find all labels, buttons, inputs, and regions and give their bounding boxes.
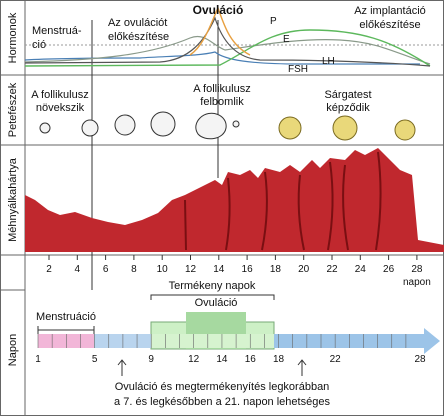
luteum	[332, 115, 358, 141]
bracket	[37, 326, 95, 334]
timeline-day: 5	[92, 354, 98, 365]
bar	[94, 334, 151, 348]
day-label: 20	[298, 264, 310, 275]
phase-label: előkészítése	[108, 31, 169, 43]
follicle	[39, 122, 51, 134]
pointer	[117, 359, 307, 376]
day-label: 10	[157, 264, 169, 275]
luteum	[278, 116, 302, 140]
artery	[297, 174, 305, 251]
side-label: Napon	[7, 334, 19, 366]
ovary-label: Sárgatest	[324, 89, 371, 101]
note: a 7. és legkésőbben a 21. napon lehetség…	[114, 396, 330, 408]
spiral-arteries	[184, 151, 382, 251]
timeline-day: 22	[330, 354, 342, 365]
timeline-label: Menstruáció	[36, 311, 96, 323]
day-label: 18	[270, 264, 282, 275]
day-label: 26	[383, 264, 395, 275]
follicle	[114, 114, 136, 136]
hormone-label: P	[270, 16, 277, 27]
timeline-day: 16	[245, 354, 257, 365]
artery	[184, 199, 187, 251]
ruptured-follicle	[195, 112, 227, 140]
hormone-label: E	[283, 34, 290, 45]
day-label: 14	[213, 264, 225, 275]
follicle	[81, 119, 99, 137]
side-label: Hormonok	[7, 12, 19, 63]
p-curve	[24, 29, 431, 67]
artery	[261, 171, 268, 251]
phase-label: Menstruá-	[32, 25, 82, 37]
ovary-label: felbomlik	[200, 96, 244, 108]
ovary-label: A follikulusz	[193, 83, 250, 95]
hormone-label: FSH	[288, 64, 308, 75]
artery	[225, 177, 231, 251]
timeline-day: 1	[35, 354, 41, 365]
phase-label: előkészítése	[359, 19, 420, 31]
day-label: 24	[355, 264, 367, 275]
ovary-label: A follikulusz	[31, 89, 88, 101]
phase-label: Ovuláció	[193, 3, 244, 17]
artery	[327, 161, 334, 251]
day-label: 22	[326, 264, 338, 275]
bar	[151, 334, 274, 348]
bracket	[150, 294, 275, 300]
luteum	[394, 119, 416, 141]
side-label: Méhnyálkahártya	[7, 157, 19, 242]
timeline: Termékeny napok Menstruáció Ovuláció Ovu…	[35, 280, 440, 408]
timeline-day: 18	[273, 354, 285, 365]
timeline-label: Termékeny napok	[169, 280, 256, 292]
corpus-luteum	[278, 115, 416, 141]
ovum	[232, 120, 240, 128]
artery	[342, 164, 349, 251]
lh-curve	[24, 16, 431, 67]
day-unit: napon	[403, 277, 431, 288]
side-label: Petefészek	[7, 82, 19, 137]
timeline-day: 14	[216, 354, 228, 365]
ovary-label: növekszik	[36, 102, 85, 114]
day-label: 16	[242, 264, 254, 275]
phase-label: Az ovulációt	[108, 17, 167, 29]
follicle	[150, 111, 176, 137]
artery	[375, 151, 382, 251]
day-label: 4	[75, 264, 81, 275]
e-curve	[24, 35, 431, 65]
ovary-label: képződik	[326, 102, 370, 114]
timeline-day: 12	[188, 354, 200, 365]
endometrium	[25, 148, 444, 252]
phase-label: ció	[32, 39, 46, 51]
day-label: 2	[46, 264, 52, 275]
note: Ovuláció és megtermékenyítés legkorábban	[115, 381, 330, 393]
day-label: 12	[185, 264, 197, 275]
follicles	[39, 111, 240, 140]
timeline-label: Ovuláció	[195, 297, 238, 309]
timeline-day: 28	[414, 354, 426, 365]
lh-peak	[189, 6, 251, 56]
arrow-bar	[274, 328, 440, 354]
day-label: 8	[131, 264, 137, 275]
day-label: 28	[411, 264, 423, 275]
phase-label: Az implantáció	[354, 5, 426, 17]
day-label: 6	[103, 264, 109, 275]
timeline-day: 9	[148, 354, 154, 365]
hormone-label: LH	[322, 56, 335, 67]
